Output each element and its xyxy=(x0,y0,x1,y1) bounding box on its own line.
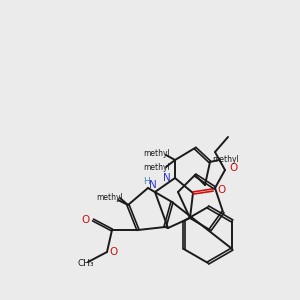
Text: O: O xyxy=(229,163,237,173)
Text: O: O xyxy=(82,215,90,225)
Text: methyl: methyl xyxy=(97,193,123,202)
Text: O: O xyxy=(109,247,117,257)
Text: CH₃: CH₃ xyxy=(78,260,94,268)
Text: methyl: methyl xyxy=(213,155,239,164)
Text: methyl: methyl xyxy=(144,164,170,172)
Text: O: O xyxy=(217,185,225,195)
Text: N: N xyxy=(163,173,171,183)
Text: N: N xyxy=(149,180,157,190)
Text: H: H xyxy=(142,176,149,185)
Text: methyl: methyl xyxy=(144,149,170,158)
